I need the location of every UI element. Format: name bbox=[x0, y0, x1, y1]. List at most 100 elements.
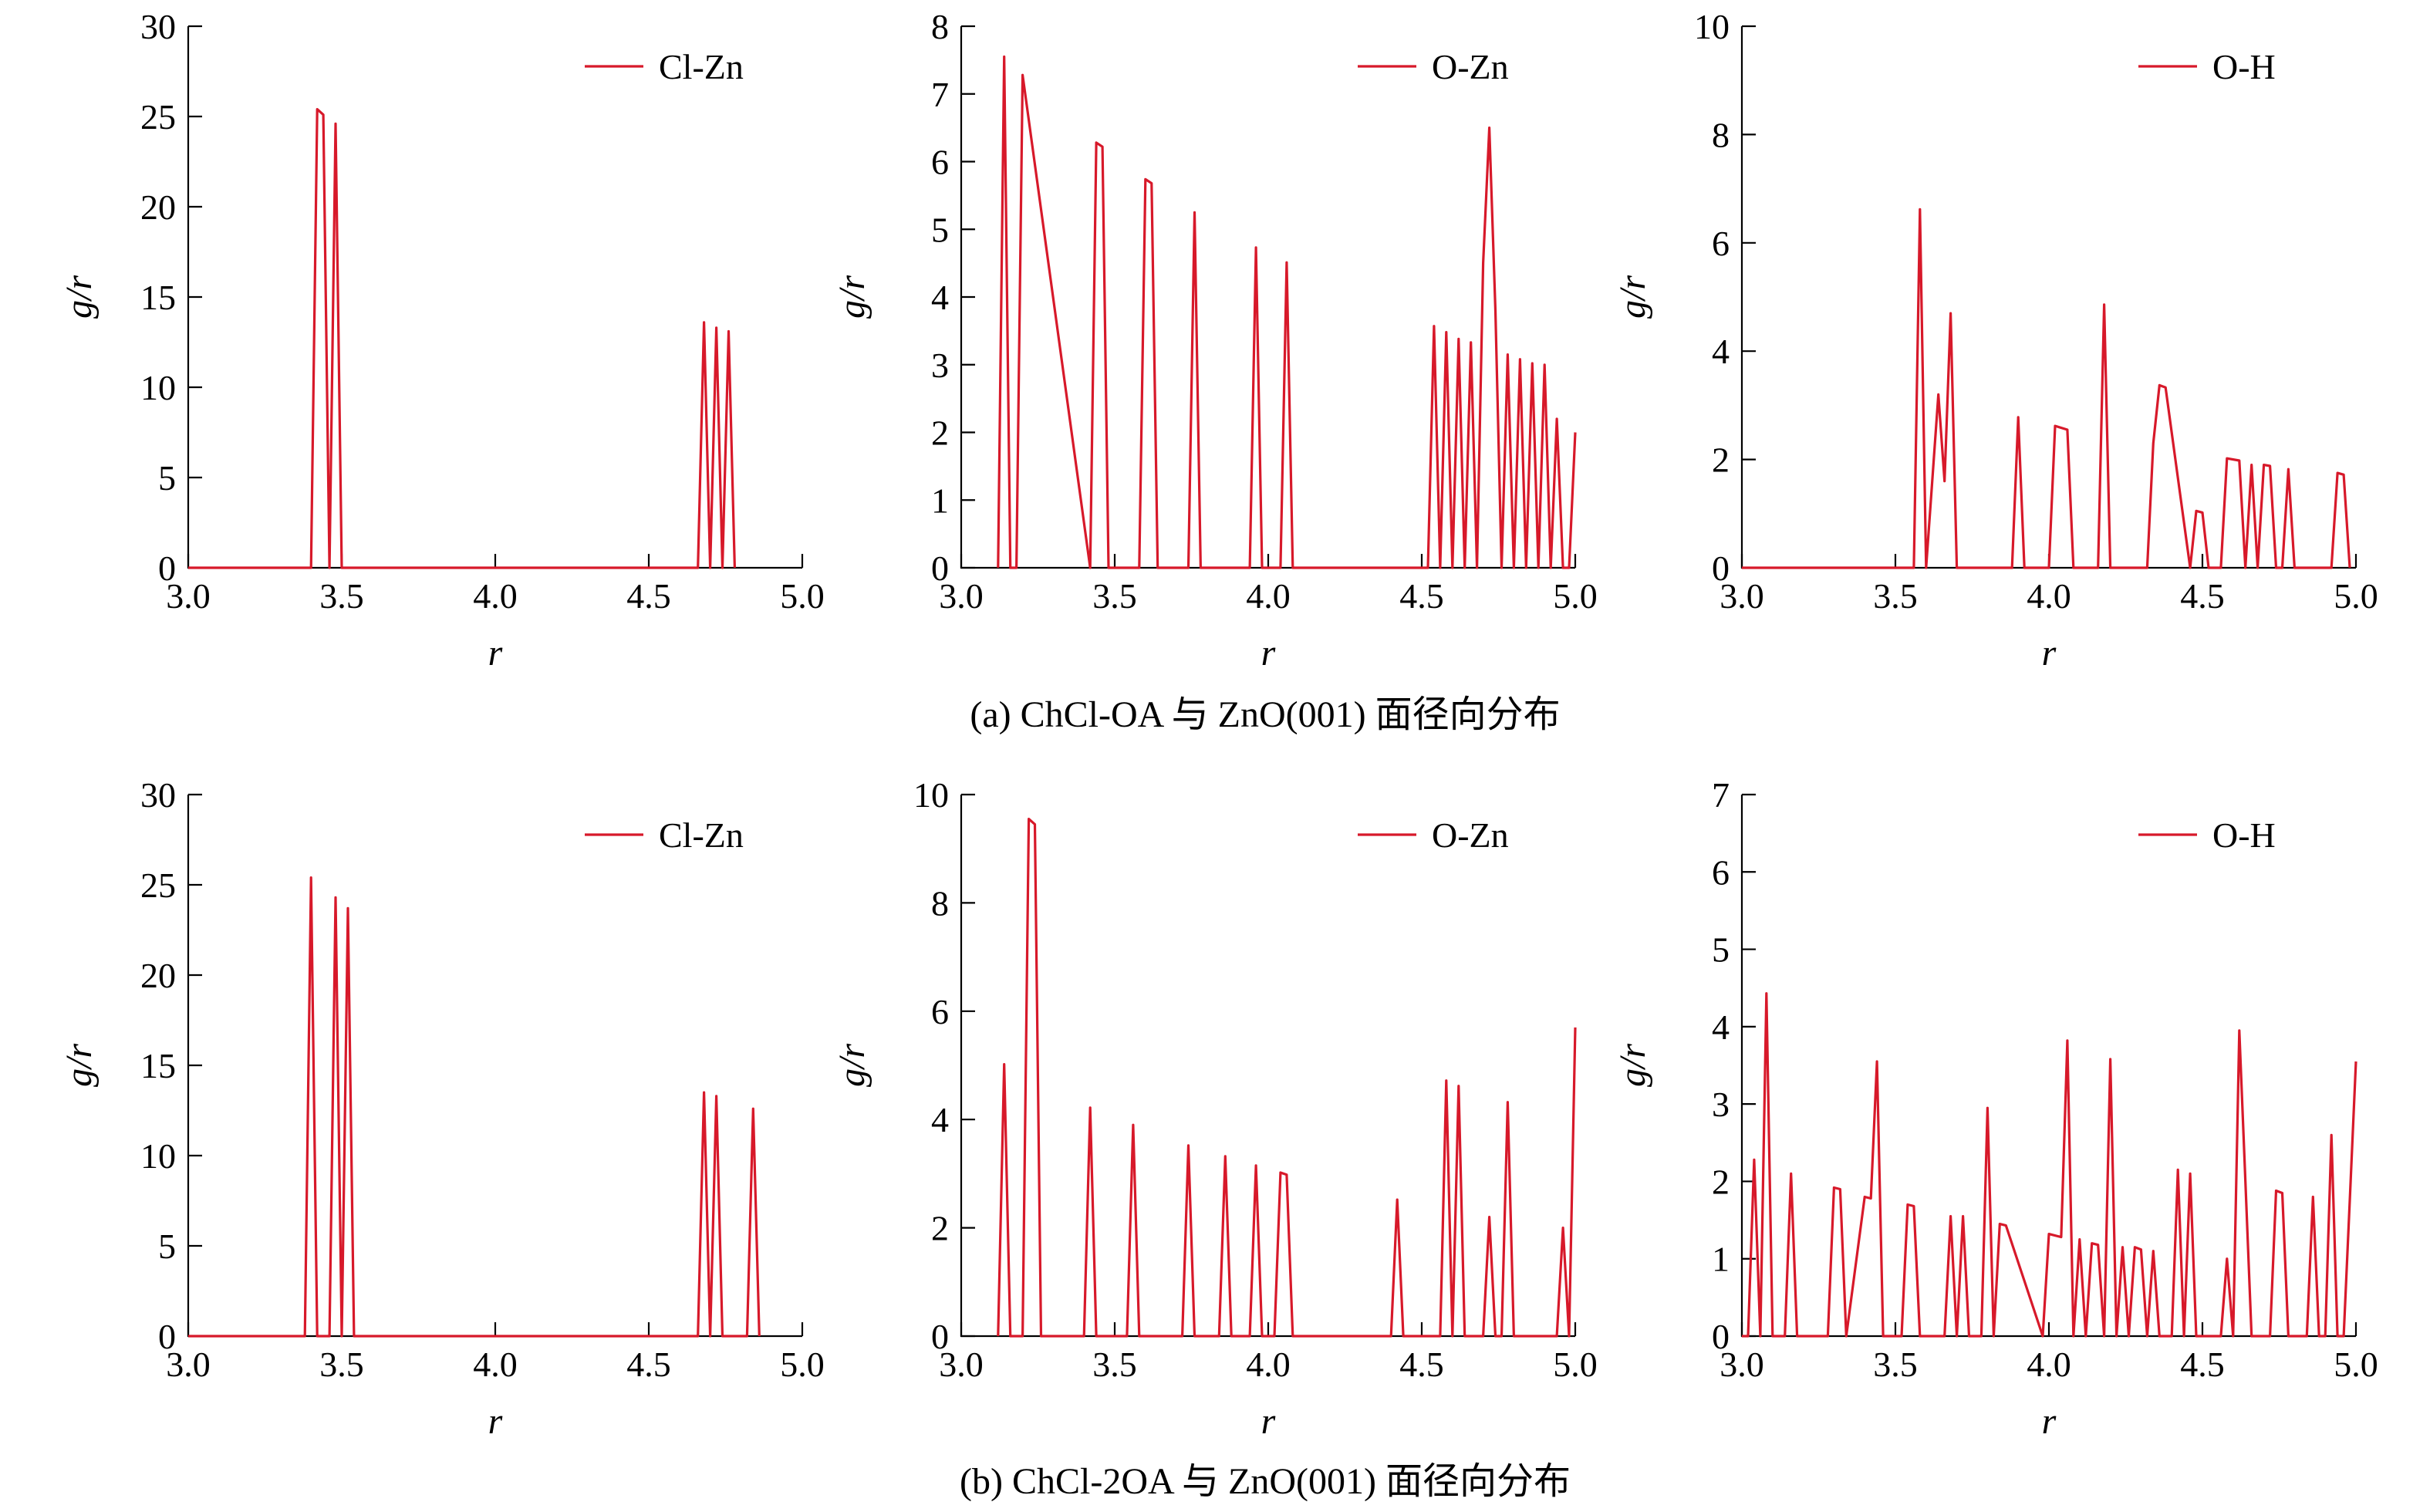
x-axis-label: r bbox=[2042, 1401, 2057, 1442]
x-tick-label: 5.0 bbox=[2334, 576, 2378, 616]
x-tick-label: 3.0 bbox=[166, 1345, 211, 1384]
y-axis-label: g/r bbox=[1612, 1044, 1653, 1087]
y-tick-label: 5 bbox=[1712, 930, 1730, 970]
legend-label: Cl-Zn bbox=[659, 47, 744, 86]
legend-label: Cl-Zn bbox=[659, 815, 744, 855]
y-tick-label: 10 bbox=[1694, 7, 1730, 46]
legend-label: O-Zn bbox=[1432, 47, 1509, 86]
axis-lines bbox=[1740, 26, 2356, 569]
x-axis-label: r bbox=[2042, 633, 2057, 673]
x-tick-label: 4.5 bbox=[626, 576, 671, 616]
x-tick-label: 3.5 bbox=[1092, 576, 1137, 616]
chart-panel: 3.0 3.5 4.0 4.5 5.0 0 1 2 3 4 5 6 7 r g/r O-H bbox=[1612, 775, 2378, 1442]
chart-panel: 3.0 3.5 4.0 4.5 5.0 0 1 2 3 4 5 6 7 8 r g/r O-Zn bbox=[832, 7, 1598, 673]
y-axis-label: g/r bbox=[59, 275, 100, 319]
x-tick-label: 5.0 bbox=[780, 1345, 825, 1384]
y-tick-label: 30 bbox=[140, 7, 176, 46]
x-axis-label: r bbox=[488, 633, 503, 673]
x-tick-label: 5.0 bbox=[2334, 1345, 2378, 1384]
x-tick-label: 4.0 bbox=[2027, 1345, 2071, 1384]
x-tick-label: 4.5 bbox=[1399, 1345, 1444, 1384]
x-tick-label: 4.5 bbox=[626, 1345, 671, 1384]
caption-a: (a) ChCl-OA 与 ZnO(001) 面径向分布 bbox=[970, 694, 1560, 735]
y-tick-label: 10 bbox=[140, 1136, 176, 1176]
series-line bbox=[1742, 208, 2351, 569]
y-tick-label: 6 bbox=[1712, 224, 1730, 263]
x-tick-label: 3.5 bbox=[1873, 1345, 1918, 1384]
x-tick-label: 3.5 bbox=[1092, 1345, 1137, 1384]
y-tick-label: 8 bbox=[931, 883, 949, 923]
y-tick-label: 0 bbox=[931, 1317, 949, 1356]
x-tick-label: 3.5 bbox=[319, 576, 364, 616]
y-tick-label: 6 bbox=[931, 143, 949, 182]
x-tick-label: 4.0 bbox=[473, 1345, 518, 1384]
y-tick-label: 0 bbox=[158, 548, 176, 588]
y-tick-label: 5 bbox=[158, 1227, 176, 1266]
y-tick-label: 8 bbox=[931, 7, 949, 46]
x-tick-label: 3.0 bbox=[939, 576, 984, 616]
x-tick-label: 5.0 bbox=[780, 576, 825, 616]
caption-b: (b) ChCl-2OA 与 ZnO(001) 面径向分布 bbox=[960, 1461, 1571, 1502]
series-line bbox=[188, 876, 761, 1338]
x-tick-label: 4.0 bbox=[473, 576, 518, 616]
y-tick-label: 25 bbox=[140, 97, 176, 137]
y-tick-label: 25 bbox=[140, 866, 176, 905]
chart-panel: 3.0 3.5 4.0 4.5 5.0 0 5 10 15 20 25 30 r g/r Cl-Zn bbox=[59, 775, 825, 1442]
y-tick-label: 6 bbox=[931, 992, 949, 1031]
series-line bbox=[1742, 992, 2357, 1338]
x-axis-label: r bbox=[488, 1401, 503, 1442]
x-axis-label: r bbox=[1261, 1401, 1276, 1442]
series-line bbox=[997, 55, 1577, 569]
y-tick-label: 2 bbox=[1712, 1162, 1730, 1201]
series-line bbox=[188, 108, 736, 569]
y-axis-label: g/r bbox=[59, 1044, 100, 1087]
y-tick-label: 4 bbox=[931, 278, 949, 317]
chart-panel: 3.0 3.5 4.0 4.5 5.0 0 2 4 6 8 10 r g/r O-Zn bbox=[832, 775, 1598, 1442]
y-axis-label: g/r bbox=[832, 1044, 872, 1087]
x-tick-label: 4.0 bbox=[1246, 1345, 1291, 1384]
legend-label: O-H bbox=[2212, 47, 2276, 86]
x-axis-label: r bbox=[1261, 633, 1276, 673]
y-tick-label: 4 bbox=[1712, 332, 1730, 371]
y-tick-label: 4 bbox=[1712, 1007, 1730, 1047]
x-tick-label: 3.5 bbox=[1873, 576, 1918, 616]
y-axis-label: g/r bbox=[1612, 275, 1653, 319]
y-tick-label: 3 bbox=[1712, 1085, 1730, 1124]
legend-label: O-Zn bbox=[1432, 815, 1509, 855]
y-tick-label: 0 bbox=[1712, 548, 1730, 588]
y-tick-label: 7 bbox=[1712, 775, 1730, 815]
x-tick-label: 5.0 bbox=[1553, 1345, 1598, 1384]
chart-panel: 3.0 3.5 4.0 4.5 5.0 0 2 4 6 8 10 r g/r O-H bbox=[1612, 7, 2378, 673]
x-tick-label: 4.5 bbox=[1399, 576, 1444, 616]
y-tick-label: 2 bbox=[1712, 440, 1730, 480]
y-tick-label: 15 bbox=[140, 1046, 176, 1085]
x-tick-label: 3.0 bbox=[166, 576, 211, 616]
y-tick-label: 1 bbox=[931, 481, 949, 520]
y-tick-label: 20 bbox=[140, 187, 176, 227]
x-tick-label: 4.5 bbox=[2180, 1345, 2225, 1384]
y-tick-label: 7 bbox=[931, 75, 949, 114]
chart-panel: 3.0 3.5 4.0 4.5 5.0 0 5 10 15 20 25 30 r g/r Cl-Zn bbox=[59, 7, 825, 673]
y-tick-label: 20 bbox=[140, 956, 176, 995]
x-tick-label: 5.0 bbox=[1553, 576, 1598, 616]
x-tick-label: 3.0 bbox=[1720, 576, 1764, 616]
y-tick-label: 15 bbox=[140, 278, 176, 317]
y-tick-label: 5 bbox=[158, 458, 176, 498]
axis-lines bbox=[960, 795, 1575, 1338]
x-tick-label: 3.0 bbox=[939, 1345, 984, 1384]
y-tick-label: 8 bbox=[1712, 115, 1730, 154]
y-tick-label: 5 bbox=[931, 210, 949, 249]
y-tick-label: 6 bbox=[1712, 852, 1730, 892]
y-tick-label: 1 bbox=[1712, 1240, 1730, 1279]
axis-lines bbox=[187, 26, 802, 569]
y-tick-label: 4 bbox=[931, 1100, 949, 1139]
axis-lines bbox=[1740, 795, 2356, 1338]
x-tick-label: 4.0 bbox=[1246, 576, 1291, 616]
y-tick-label: 0 bbox=[158, 1317, 176, 1356]
y-tick-label: 10 bbox=[913, 775, 949, 815]
x-tick-label: 4.5 bbox=[2180, 576, 2225, 616]
y-tick-label: 10 bbox=[140, 368, 176, 407]
series-line bbox=[997, 817, 1577, 1338]
x-tick-label: 4.0 bbox=[2027, 576, 2071, 616]
